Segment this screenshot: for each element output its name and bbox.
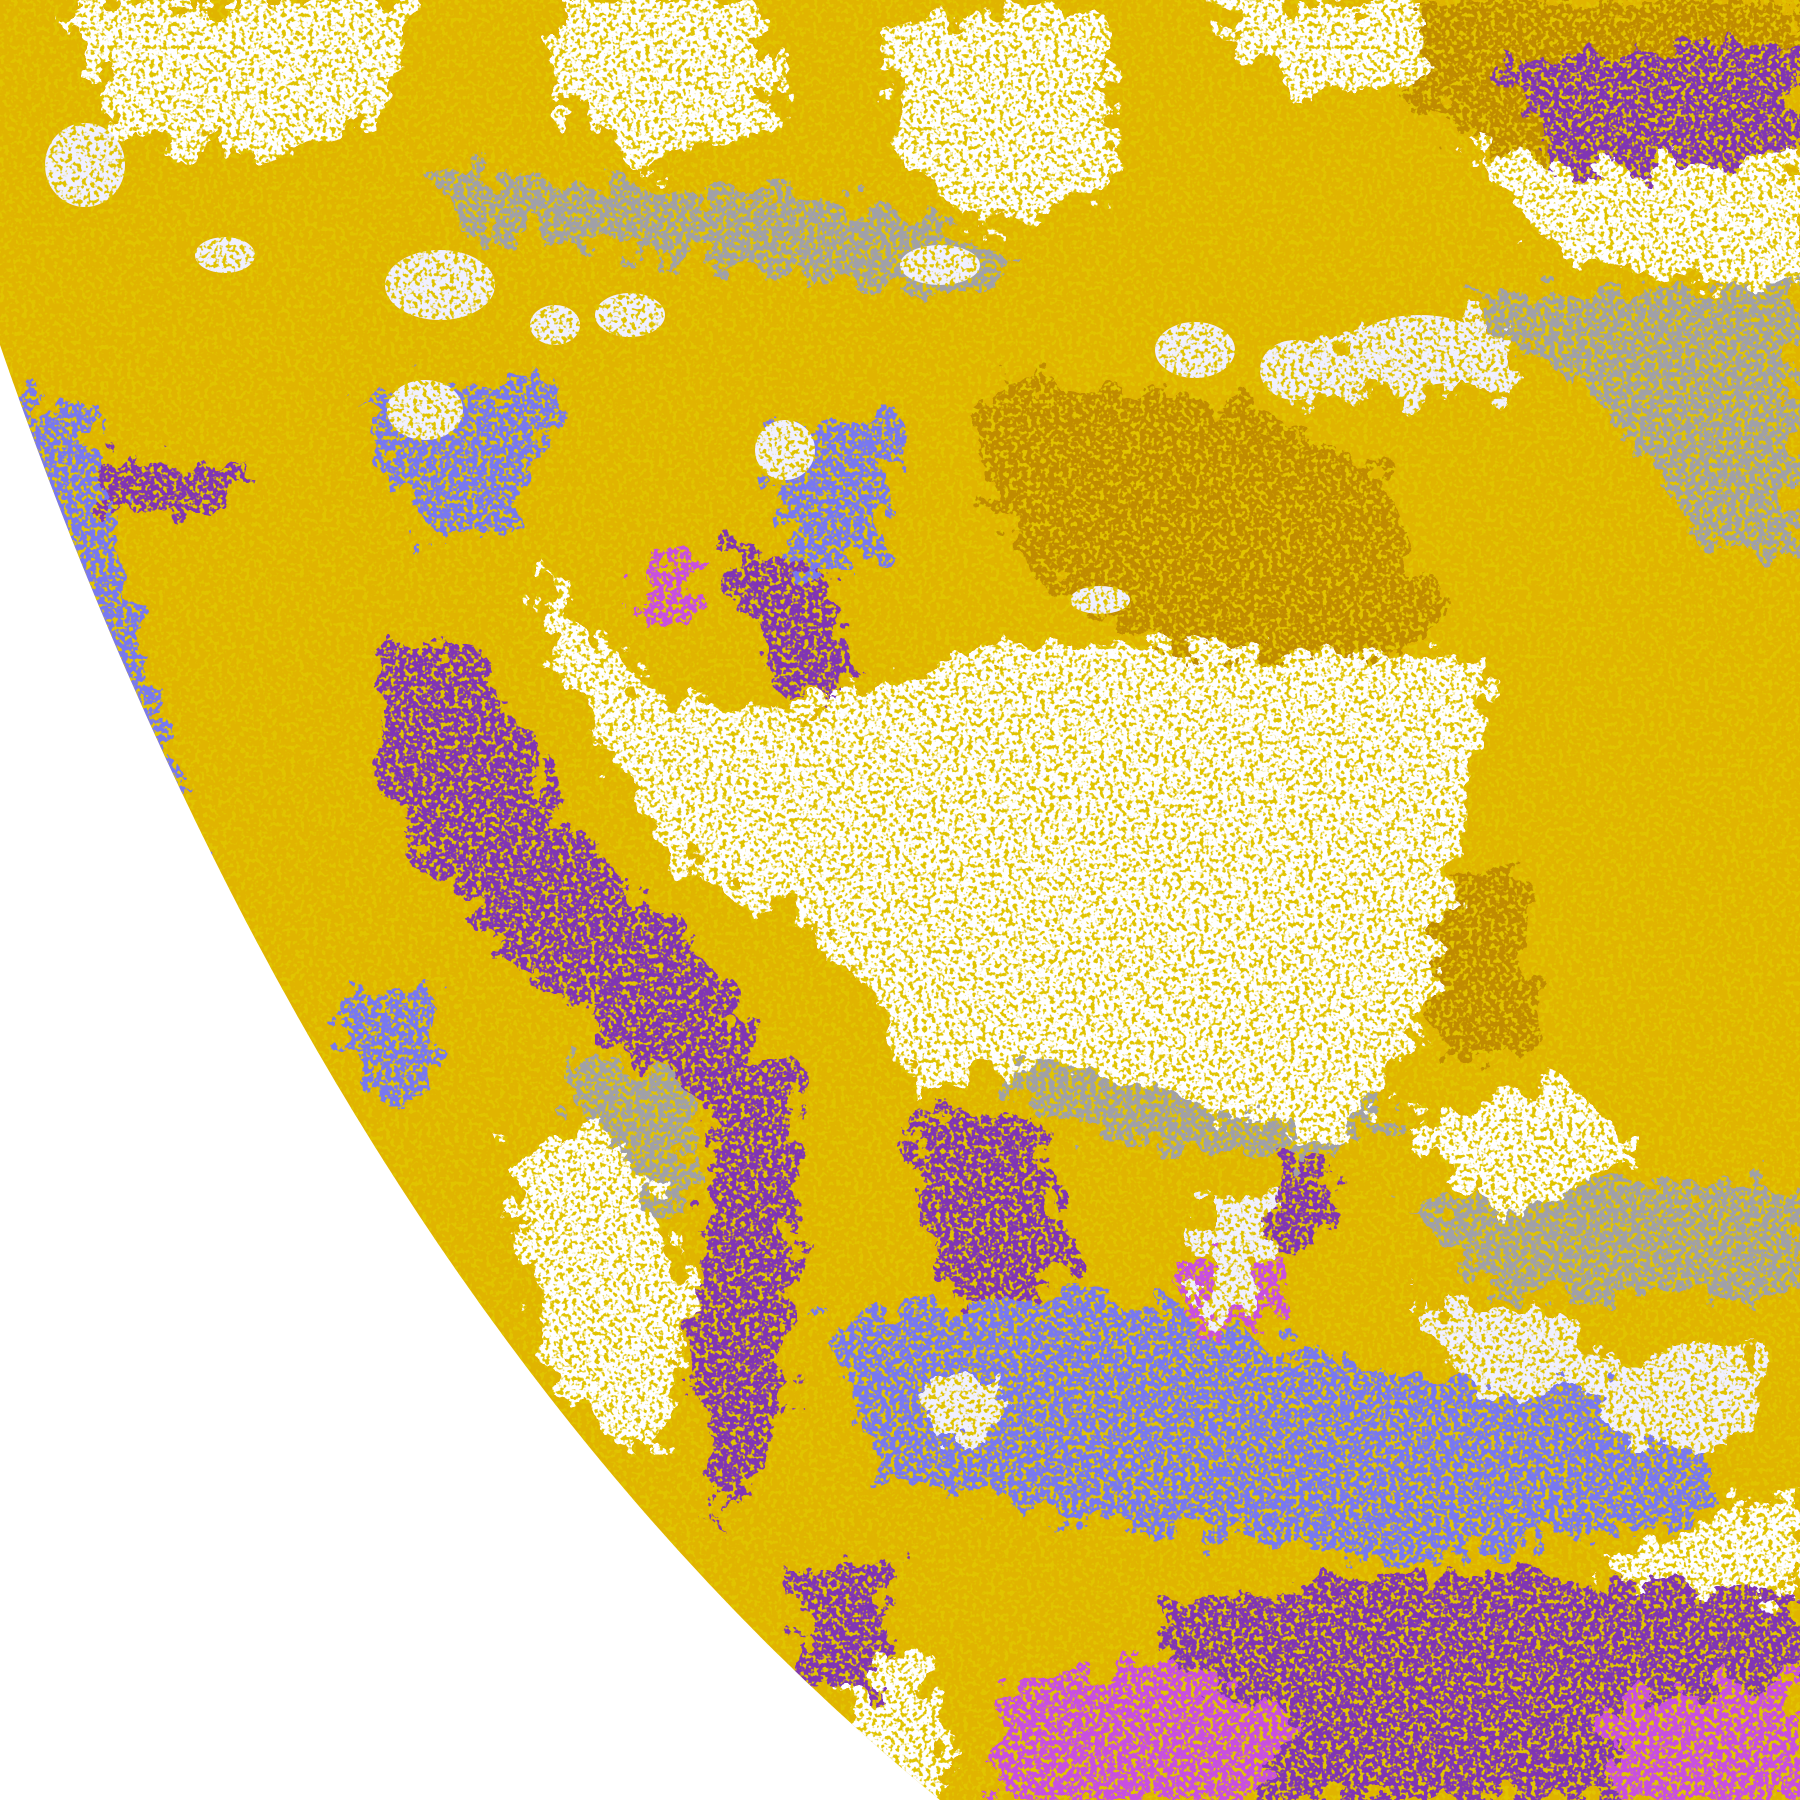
satellite-cloud-classification-map bbox=[0, 0, 1800, 1800]
